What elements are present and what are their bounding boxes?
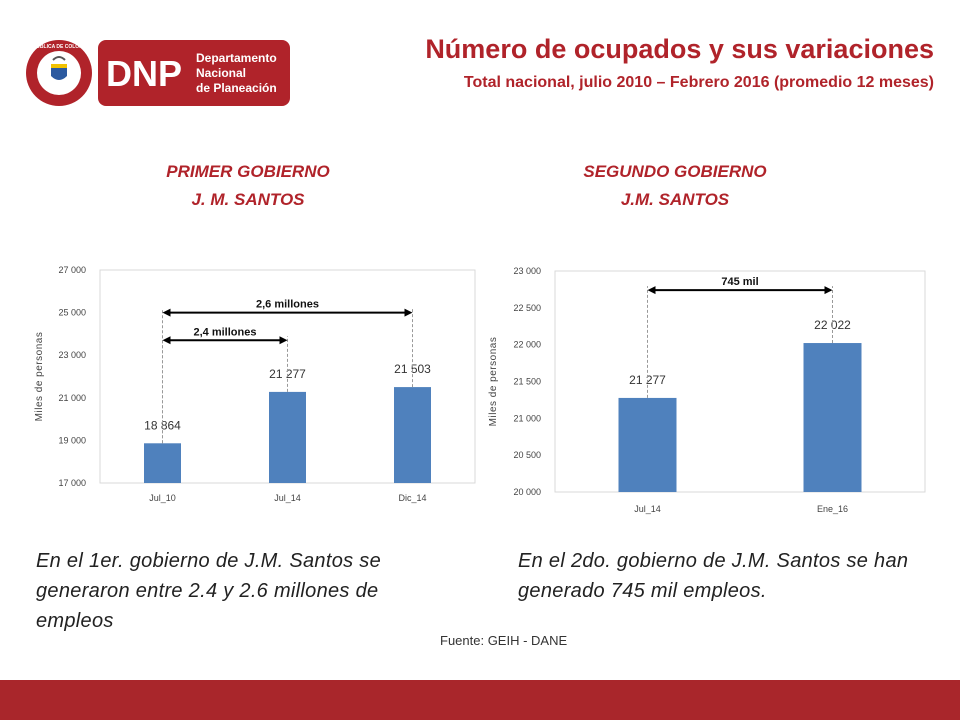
- bar-jul_10: [144, 443, 181, 483]
- y-tick-label: 20 500: [513, 450, 541, 460]
- y-axis-label: Miles de personas: [34, 332, 45, 422]
- brand-acronym: DNP: [106, 53, 182, 94]
- arrow-head-left-icon: [647, 286, 656, 295]
- brand-line-2: Nacional: [196, 66, 246, 80]
- y-tick-label: 21 000: [513, 413, 541, 423]
- dnp-logo: REPUBLICA DE COLOMBIA DNP Departamento N…: [26, 40, 290, 106]
- brand-line-1: Departamento: [196, 51, 277, 65]
- brand-line-3: de Planeación: [196, 81, 277, 95]
- footer-bar: [0, 680, 960, 720]
- left-heading-line1: PRIMER GOBIERNO: [166, 162, 330, 181]
- bar-ene_16: [803, 343, 862, 492]
- right-note: En el 2do. gobierno de J.M. Santos se ha…: [518, 550, 909, 602]
- seal-text: REPUBLICA DE COLOMBIA: [26, 44, 92, 50]
- y-tick-label: 20 000: [513, 487, 541, 497]
- y-tick-label: 22 000: [513, 340, 541, 350]
- arrow-head-left-icon: [162, 336, 171, 345]
- y-tick-label: 19 000: [58, 435, 86, 445]
- y-tick-label: 27 000: [58, 265, 86, 275]
- source-note: Fuente: GEIH - DANE: [440, 633, 568, 648]
- right-heading-line1: SEGUNDO GOBIERNO: [583, 162, 767, 181]
- x-tick-label: Dic_14: [398, 493, 426, 503]
- y-tick-label: 22 500: [513, 303, 541, 313]
- arrow-head-right-icon: [279, 336, 288, 345]
- y-tick-label: 23 000: [513, 266, 541, 276]
- x-tick-label: Ene_16: [817, 504, 848, 514]
- y-tick-label: 23 000: [58, 350, 86, 360]
- page-subtitle: Total nacional, julio 2010 – Febrero 201…: [463, 74, 934, 91]
- y-tick-label: 21 000: [58, 393, 86, 403]
- x-tick-label: Jul_10: [149, 493, 176, 503]
- y-axis-label: Miles de personas: [488, 337, 499, 427]
- arrow-head-right-icon: [404, 308, 413, 317]
- left-heading: PRIMER GOBIERNO J. M. SANTOS: [148, 158, 348, 214]
- left-heading-line2: J. M. SANTOS: [191, 190, 305, 209]
- arrow-head-left-icon: [162, 308, 171, 317]
- arrow-head-right-icon: [824, 286, 833, 295]
- bar-dic_14: [394, 387, 431, 483]
- y-tick-label: 17 000: [58, 478, 86, 488]
- x-tick-label: Jul_14: [634, 504, 661, 514]
- annotation-label: 745 mil: [721, 276, 758, 288]
- x-tick-label: Jul_14: [274, 493, 301, 503]
- brand-box: [98, 40, 290, 106]
- y-tick-label: 25 000: [58, 308, 86, 318]
- bar-jul_14: [618, 397, 677, 492]
- page-title: Número de ocupados y sus variaciones: [425, 34, 934, 64]
- right-heading-line2: J.M. SANTOS: [620, 190, 730, 209]
- bar-jul_14: [269, 391, 306, 483]
- condor-icon: [52, 56, 66, 61]
- annotation-label: 2,6 millones: [256, 299, 319, 311]
- left-note: En el 1er. gobierno de J.M. Santos se ge…: [36, 550, 381, 632]
- right-heading: SEGUNDO GOBIERNO J.M. SANTOS: [560, 158, 790, 214]
- plot-area-1: [554, 270, 926, 493]
- annotation-label: 2,4 millones: [194, 326, 257, 338]
- y-tick-label: 21 500: [513, 377, 541, 387]
